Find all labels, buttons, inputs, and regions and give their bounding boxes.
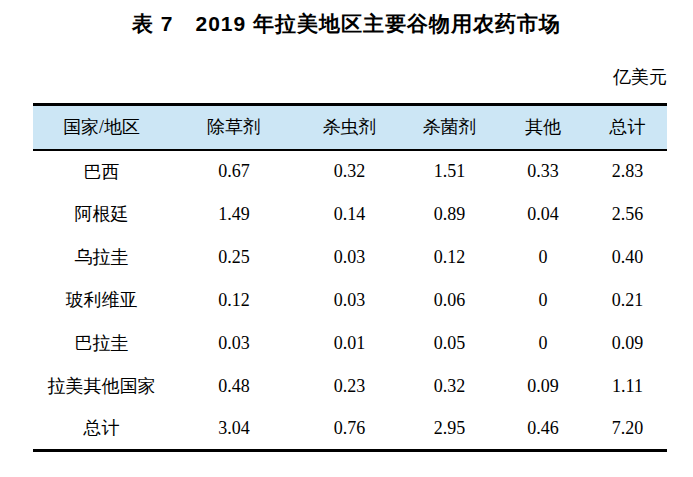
value-cell: 0.21 (588, 279, 667, 322)
value-cell: 0.03 (298, 236, 401, 279)
value-cell: 2.56 (588, 193, 667, 236)
column-header-insecticide: 杀虫剂 (298, 105, 401, 150)
value-cell: 2.95 (401, 408, 498, 451)
value-cell: 0 (498, 279, 588, 322)
value-cell: 0.03 (298, 279, 401, 322)
value-cell: 0.09 (588, 322, 667, 365)
region-cell: 拉美其他国家 (33, 365, 170, 408)
unit-label: 亿美元 (33, 66, 667, 88)
column-header-other: 其他 (498, 105, 588, 150)
table-row-paraguay: 巴拉圭 0.03 0.01 0.05 0 0.09 (33, 322, 667, 365)
table-row-bolivia: 玻利维亚 0.12 0.03 0.06 0 0.21 (33, 279, 667, 322)
value-cell: 1.11 (588, 365, 667, 408)
value-cell: 7.20 (588, 408, 667, 451)
value-cell: 0.46 (498, 408, 588, 451)
value-cell: 0.01 (298, 322, 401, 365)
value-cell: 1.49 (170, 193, 298, 236)
value-cell: 0.76 (298, 408, 401, 451)
table-row-total: 总计 3.04 0.76 2.95 0.46 7.20 (33, 408, 667, 451)
value-cell: 0 (498, 236, 588, 279)
table-row-brazil: 巴西 0.67 0.32 1.51 0.33 2.83 (33, 150, 667, 193)
region-cell: 阿根廷 (33, 193, 170, 236)
value-cell: 0.32 (298, 150, 401, 193)
region-cell: 乌拉圭 (33, 236, 170, 279)
value-cell: 0.14 (298, 193, 401, 236)
value-cell: 0.33 (498, 150, 588, 193)
value-cell: 0.05 (401, 322, 498, 365)
header-row: 国家/地区 除草剂 杀虫剂 杀菌剂 其他 总计 (33, 105, 667, 150)
column-header-total: 总计 (588, 105, 667, 150)
value-cell: 0.12 (401, 236, 498, 279)
value-cell: 0.32 (401, 365, 498, 408)
value-cell: 0.48 (170, 365, 298, 408)
value-cell: 3.04 (170, 408, 298, 451)
column-header-region: 国家/地区 (33, 105, 170, 150)
value-cell: 0.25 (170, 236, 298, 279)
region-cell: 巴西 (33, 150, 170, 193)
value-cell: 0.23 (298, 365, 401, 408)
region-cell: 巴拉圭 (33, 322, 170, 365)
table-caption: 表 7 2019 年拉美地区主要谷物用农药市场 (0, 10, 693, 38)
value-cell: 0.12 (170, 279, 298, 322)
column-header-fungicide: 杀菌剂 (401, 105, 498, 150)
table-row-other-latam: 拉美其他国家 0.48 0.23 0.32 0.09 1.11 (33, 365, 667, 408)
value-cell: 0 (498, 322, 588, 365)
value-cell: 1.51 (401, 150, 498, 193)
value-cell: 0.09 (498, 365, 588, 408)
column-header-herbicide: 除草剂 (170, 105, 298, 150)
value-cell: 0.03 (170, 322, 298, 365)
table-row-uruguay: 乌拉圭 0.25 0.03 0.12 0 0.40 (33, 236, 667, 279)
pesticide-market-table: 国家/地区 除草剂 杀虫剂 杀菌剂 其他 总计 巴西 0.67 0.32 1.5… (33, 103, 667, 452)
value-cell: 0.06 (401, 279, 498, 322)
value-cell: 0.40 (588, 236, 667, 279)
value-cell: 0.89 (401, 193, 498, 236)
region-cell: 总计 (33, 408, 170, 451)
document-page: 表 7 2019 年拉美地区主要谷物用农药市场 亿美元 国家/地区 除草剂 杀虫… (0, 0, 693, 477)
region-cell: 玻利维亚 (33, 279, 170, 322)
value-cell: 0.67 (170, 150, 298, 193)
value-cell: 0.04 (498, 193, 588, 236)
value-cell: 2.83 (588, 150, 667, 193)
table-zone: 亿美元 国家/地区 除草剂 杀虫剂 杀菌剂 其他 总计 (33, 66, 667, 452)
table-row-argentina: 阿根廷 1.49 0.14 0.89 0.04 2.56 (33, 193, 667, 236)
